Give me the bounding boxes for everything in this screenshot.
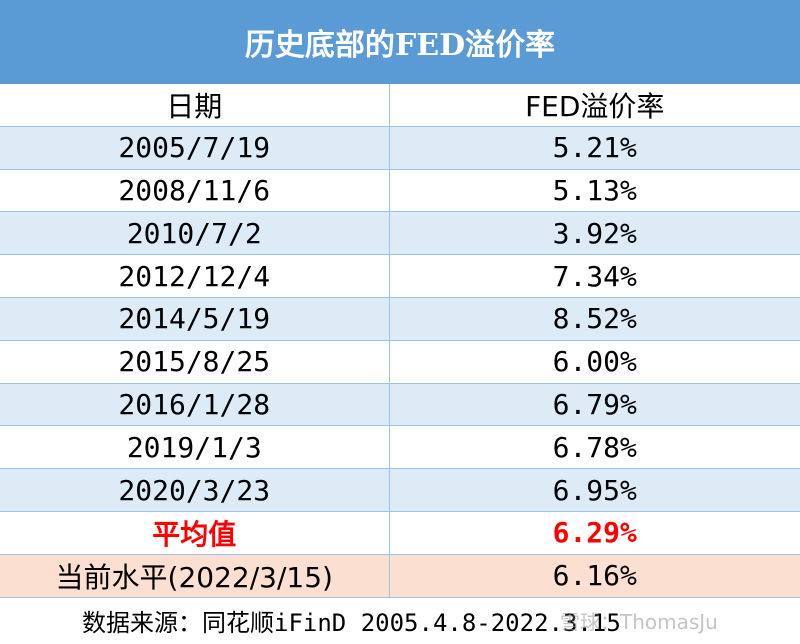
data-source-note: 数据来源：同花顺iFinD 2005.4.8-2022.3.15 [82, 608, 621, 637]
current-value: 6.16% [389, 554, 800, 598]
header-fed-premium: FED溢价率 [389, 84, 800, 127]
table-row: 2005/7/19 5.21% [0, 126, 800, 170]
table-row: 2012/12/4 7.34% [0, 254, 800, 298]
date-cell: 2020/3/23 [0, 468, 390, 512]
header-date: 日期 [0, 84, 390, 127]
date-cell: 2014/5/19 [0, 297, 390, 341]
average-value: 6.29% [389, 511, 800, 555]
premium-cell: 8.52% [389, 297, 800, 341]
date-cell: 2005/7/19 [0, 126, 390, 170]
date-cell: 2010/7/2 [0, 211, 390, 256]
header-row: 日期 FED溢价率 [0, 84, 800, 127]
watermark: 雪球：ThomasJu [560, 610, 718, 634]
premium-cell: 6.00% [389, 340, 800, 384]
table-row: 2008/11/6 5.13% [0, 169, 800, 213]
table-row: 2016/1/28 6.79% [0, 383, 800, 427]
table-title: 历史底部的FED溢价率 [0, 0, 800, 84]
table-row: 2010/7/2 3.92% [0, 211, 800, 256]
fed-premium-table: 日期 FED溢价率 2005/7/19 5.21% 2008/11/6 5.13… [0, 84, 800, 598]
date-cell: 2019/1/3 [0, 425, 390, 470]
premium-cell: 5.21% [389, 126, 800, 170]
table-row: 2020/3/23 6.95% [0, 468, 800, 512]
table-row: 2015/8/25 6.00% [0, 340, 800, 384]
average-row: 平均值 6.29% [0, 511, 800, 555]
date-cell: 2015/8/25 [0, 340, 390, 384]
table-row: 2014/5/19 8.52% [0, 297, 800, 341]
average-label: 平均值 [0, 511, 390, 555]
date-cell: 2016/1/28 [0, 383, 390, 427]
premium-cell: 5.13% [389, 169, 800, 213]
date-cell: 2008/11/6 [0, 169, 390, 213]
premium-cell: 7.34% [389, 254, 800, 298]
premium-cell: 3.92% [389, 211, 800, 256]
current-label: 当前水平(2022/3/15) [0, 554, 390, 598]
table-row: 2019/1/3 6.78% [0, 425, 800, 470]
premium-cell: 6.78% [389, 425, 800, 470]
premium-cell: 6.79% [389, 383, 800, 427]
date-cell: 2012/12/4 [0, 254, 390, 298]
current-row: 当前水平(2022/3/15) 6.16% [0, 554, 800, 598]
premium-cell: 6.95% [389, 468, 800, 512]
